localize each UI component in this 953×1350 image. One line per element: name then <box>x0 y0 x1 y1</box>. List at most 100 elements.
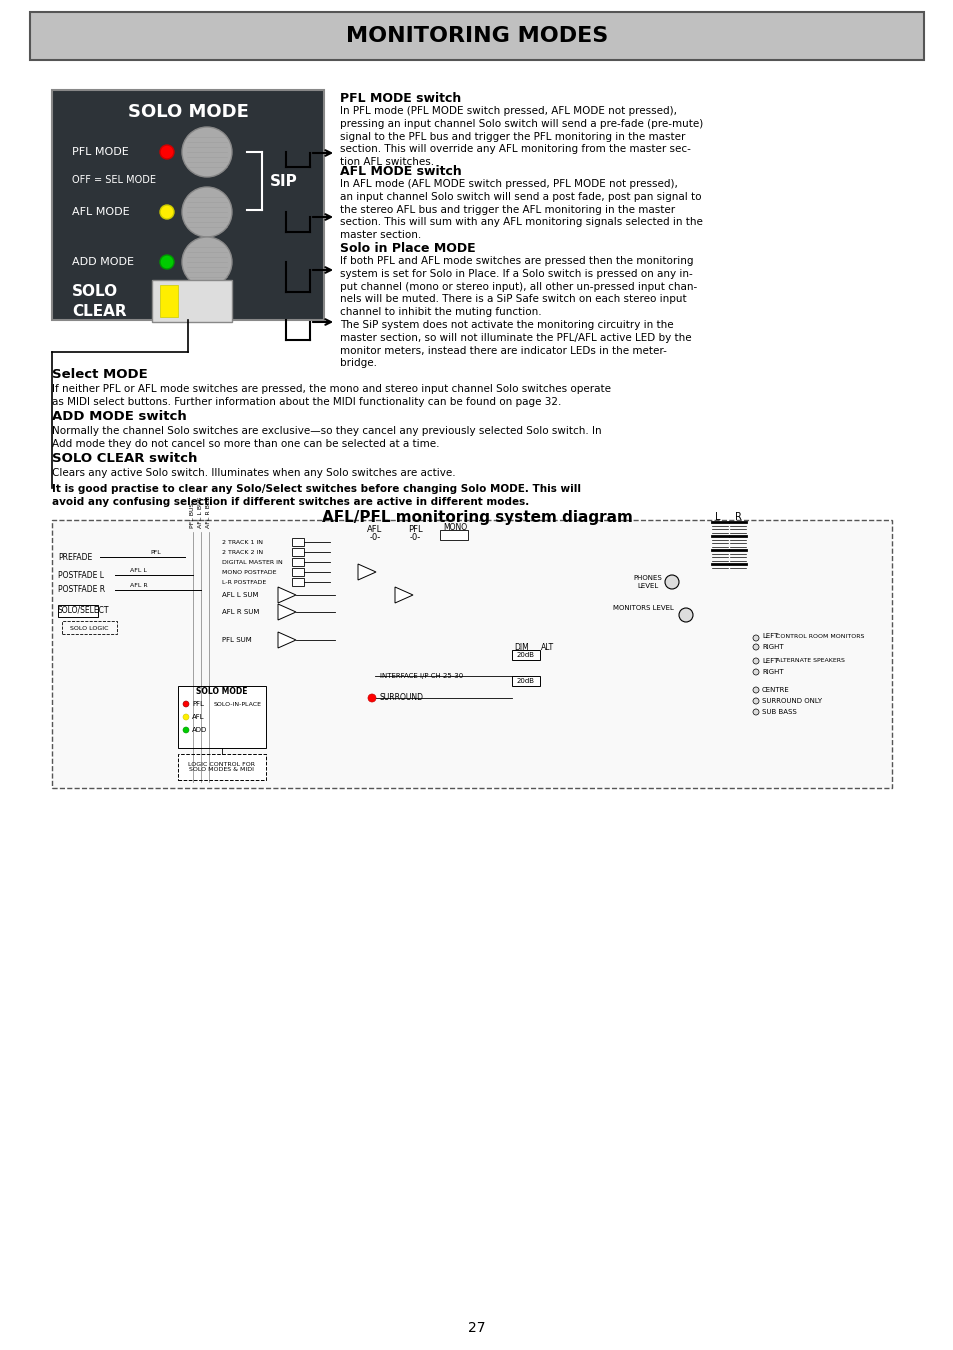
Text: If neither PFL or AFL mode switches are pressed, the mono and stereo input chann: If neither PFL or AFL mode switches are … <box>52 383 610 406</box>
Bar <box>178 755 266 780</box>
Text: OFF = SEL MODE: OFF = SEL MODE <box>71 176 156 185</box>
Bar <box>30 12 923 59</box>
Text: AFL: AFL <box>367 525 382 535</box>
Text: AFL MODE switch: AFL MODE switch <box>339 165 461 178</box>
Text: ADD: ADD <box>192 728 207 733</box>
Text: -0-: -0- <box>409 533 420 543</box>
Text: In PFL mode (PFL MODE switch pressed, AFL MODE not pressed),
pressing an input c: In PFL mode (PFL MODE switch pressed, AF… <box>339 107 702 167</box>
Text: LEFT: LEFT <box>761 657 778 664</box>
Text: Solo in Place MODE: Solo in Place MODE <box>339 242 476 255</box>
Text: L: L <box>715 512 720 522</box>
Bar <box>512 649 539 660</box>
Text: AFL R: AFL R <box>130 583 148 589</box>
Circle shape <box>182 238 232 288</box>
Text: PFL MODE: PFL MODE <box>71 147 129 157</box>
Text: SOLO MODE: SOLO MODE <box>196 687 248 697</box>
Circle shape <box>752 709 759 716</box>
Text: AFL MODE: AFL MODE <box>71 207 130 217</box>
Text: MONITORS LEVEL: MONITORS LEVEL <box>612 605 673 612</box>
Text: SOLO: SOLO <box>71 285 118 300</box>
Text: Clears any active Solo switch. Illuminates when any Solo switches are active.: Clears any active Solo switch. Illuminat… <box>52 468 456 478</box>
Text: Select MODE: Select MODE <box>52 369 148 381</box>
Text: SOLO/SELECT: SOLO/SELECT <box>58 606 110 614</box>
Circle shape <box>182 127 232 177</box>
Circle shape <box>752 670 759 675</box>
Bar <box>439 531 468 540</box>
Text: AFL R SUM: AFL R SUM <box>222 609 259 616</box>
Text: L-R POSTFADE: L-R POSTFADE <box>222 579 266 585</box>
Text: 2 TRACK 2 IN: 2 TRACK 2 IN <box>222 549 263 555</box>
Bar <box>512 676 539 686</box>
Text: RIGHT: RIGHT <box>761 644 782 649</box>
Text: 20dB: 20dB <box>517 652 535 657</box>
Polygon shape <box>357 564 375 580</box>
Bar <box>160 285 178 317</box>
Text: ADD MODE: ADD MODE <box>71 256 133 267</box>
Text: R: R <box>734 512 740 522</box>
Text: SOLO LOGIC: SOLO LOGIC <box>70 625 108 630</box>
Text: PFL: PFL <box>192 701 204 707</box>
Text: SOLO CLEAR switch: SOLO CLEAR switch <box>52 452 197 464</box>
Bar <box>178 686 266 748</box>
Text: DIGITAL MASTER IN: DIGITAL MASTER IN <box>222 559 282 564</box>
Circle shape <box>160 144 173 159</box>
Text: 20dB: 20dB <box>517 678 535 684</box>
Circle shape <box>160 255 173 269</box>
Text: RIGHT: RIGHT <box>761 670 782 675</box>
Circle shape <box>182 188 232 238</box>
Text: AFL/PFL monitoring system diagram: AFL/PFL monitoring system diagram <box>321 510 632 525</box>
Text: AFL R BUS: AFL R BUS <box>206 495 212 528</box>
Text: LOGIC CONTROL FOR
SOLO MODES & MIDI: LOGIC CONTROL FOR SOLO MODES & MIDI <box>189 761 255 772</box>
Text: MONITORING MODES: MONITORING MODES <box>346 26 607 46</box>
Circle shape <box>183 701 189 707</box>
Circle shape <box>752 634 759 641</box>
Text: AFL L BUS: AFL L BUS <box>198 497 203 528</box>
Bar <box>292 548 304 556</box>
Text: MONO POSTFADE: MONO POSTFADE <box>222 570 276 575</box>
Text: PREFADE: PREFADE <box>58 552 92 562</box>
Text: ALT: ALT <box>541 643 554 652</box>
Text: SOLO MODE: SOLO MODE <box>128 103 248 122</box>
Circle shape <box>160 205 173 219</box>
Text: AFL: AFL <box>192 714 204 720</box>
Circle shape <box>752 687 759 693</box>
Text: DIM: DIM <box>514 643 529 652</box>
Text: PFL SUM: PFL SUM <box>222 637 252 643</box>
Bar <box>62 621 117 634</box>
Bar <box>292 539 304 545</box>
Text: ALTERNATE SPEAKERS: ALTERNATE SPEAKERS <box>761 659 844 663</box>
Bar <box>292 578 304 586</box>
Circle shape <box>679 608 692 622</box>
Circle shape <box>183 714 189 720</box>
Text: ADD MODE switch: ADD MODE switch <box>52 410 187 423</box>
Text: If both PFL and AFL mode switches are pressed then the monitoring
system is set : If both PFL and AFL mode switches are pr… <box>339 256 697 369</box>
Text: SURROUND: SURROUND <box>379 694 423 702</box>
Text: AFL L SUM: AFL L SUM <box>222 593 258 598</box>
Bar <box>292 558 304 566</box>
Circle shape <box>752 698 759 703</box>
Text: SURROUND ONLY: SURROUND ONLY <box>761 698 821 703</box>
Text: CLEAR: CLEAR <box>71 305 127 320</box>
Text: -0-: -0- <box>369 533 380 543</box>
Text: It is good practise to clear any Solo/Select switches before changing Solo MODE.: It is good practise to clear any Solo/Se… <box>52 485 580 506</box>
Text: SUB BASS: SUB BASS <box>761 709 796 716</box>
Text: POSTFADE L: POSTFADE L <box>58 571 104 579</box>
Text: PFL: PFL <box>150 549 161 555</box>
Text: CONTROL ROOM MONITORS: CONTROL ROOM MONITORS <box>761 633 863 639</box>
Bar <box>292 568 304 576</box>
Circle shape <box>183 728 189 733</box>
Polygon shape <box>277 632 295 648</box>
Text: PHONES
LEVEL: PHONES LEVEL <box>633 575 661 589</box>
Text: LEFT: LEFT <box>761 633 778 639</box>
Text: 27: 27 <box>468 1322 485 1335</box>
Polygon shape <box>277 587 295 603</box>
Circle shape <box>664 575 679 589</box>
Text: AFL L: AFL L <box>130 568 147 572</box>
Circle shape <box>752 657 759 664</box>
Text: SIP: SIP <box>270 174 297 189</box>
Text: PFL MODE switch: PFL MODE switch <box>339 92 460 105</box>
Text: POSTFADE R: POSTFADE R <box>58 586 105 594</box>
Text: 2 TRACK 1 IN: 2 TRACK 1 IN <box>222 540 263 544</box>
Polygon shape <box>277 603 295 620</box>
Text: CENTRE: CENTRE <box>761 687 789 693</box>
